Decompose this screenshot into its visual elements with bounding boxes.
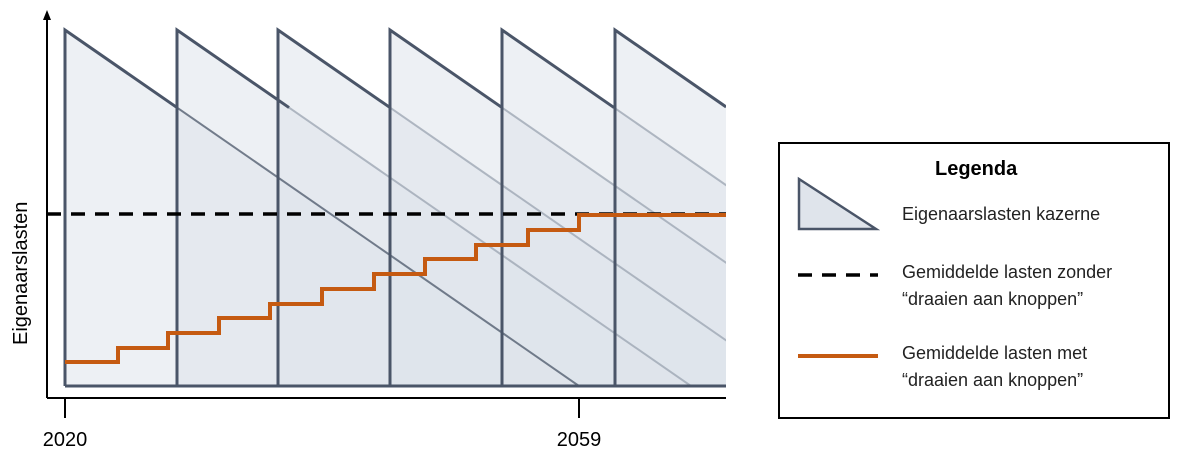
legend-label-dashed: Gemiddelde lasten zonder “draaien aan kn… — [902, 262, 1113, 309]
legend-label-triangle: Eigenaarslasten kazerne — [902, 204, 1101, 224]
triangle-fill-6 — [615, 30, 726, 386]
x-tick-label-2059: 2059 — [557, 429, 602, 450]
triangle-edge-2 — [175, 27, 290, 386]
legend-triangle-symbol — [797, 176, 880, 231]
legend-title: Legenda — [935, 158, 1018, 180]
y-axis-label: Eigenaarslasten — [10, 202, 32, 345]
eigenaarslasten-triangles — [63, 27, 726, 388]
legend-solid-symbol — [798, 354, 878, 358]
x-tick-label-2020: 2020 — [43, 429, 88, 450]
legend-box: Legenda Eigenaarslasten kazerne Gemiddel… — [778, 142, 1170, 419]
legend-dashed-symbol — [798, 273, 878, 277]
y-axis-arrow — [43, 10, 51, 20]
legend-label-solid: Gemiddelde lasten met “draaien aan knopp… — [902, 343, 1088, 390]
triangle-edge-4 — [388, 27, 503, 386]
triangle-edge-3 — [276, 27, 391, 386]
triangle-edge-1 — [63, 27, 178, 386]
triangle-edge-6 — [613, 27, 726, 386]
triangle-edge-5 — [500, 27, 615, 386]
average-with-knobs-line — [65, 213, 726, 364]
